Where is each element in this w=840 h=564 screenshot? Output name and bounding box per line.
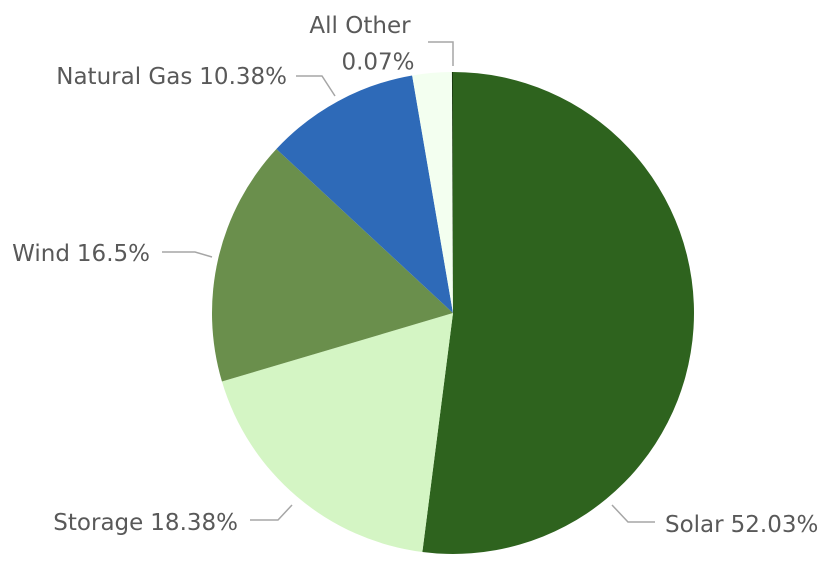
slice-value: 18.38% bbox=[150, 510, 238, 536]
slice-label: Storage 18.38% bbox=[53, 510, 238, 536]
slice-name: Storage bbox=[53, 510, 143, 536]
slice-value: 10.38% bbox=[199, 64, 287, 90]
slice-value: 0.07% bbox=[341, 50, 414, 76]
slice-name: All Other bbox=[309, 13, 411, 39]
leader-line bbox=[428, 41, 454, 66]
leader-line bbox=[296, 75, 336, 97]
pie-slice bbox=[412, 72, 453, 313]
slice-label: Natural Gas 10.38% bbox=[56, 64, 287, 90]
leader-line bbox=[250, 504, 293, 521]
pie-slice bbox=[451, 72, 453, 313]
pie-slice bbox=[212, 149, 453, 382]
slice-label: Solar 52.03% bbox=[665, 512, 818, 538]
leader-line bbox=[162, 251, 213, 258]
slice-name: Wind bbox=[12, 241, 70, 267]
slice-label: All Other bbox=[309, 13, 411, 39]
slice-label: Wind 16.5% bbox=[12, 241, 150, 267]
slice-name: Solar bbox=[665, 512, 724, 538]
slice-value: 16.5% bbox=[77, 241, 150, 267]
pie-slice bbox=[221, 313, 453, 553]
slice-value: 52.03% bbox=[731, 512, 819, 538]
slice-name: Natural Gas bbox=[56, 64, 192, 90]
pie-slice bbox=[276, 75, 453, 314]
pie-slice bbox=[422, 72, 694, 554]
leader-line bbox=[611, 504, 655, 523]
